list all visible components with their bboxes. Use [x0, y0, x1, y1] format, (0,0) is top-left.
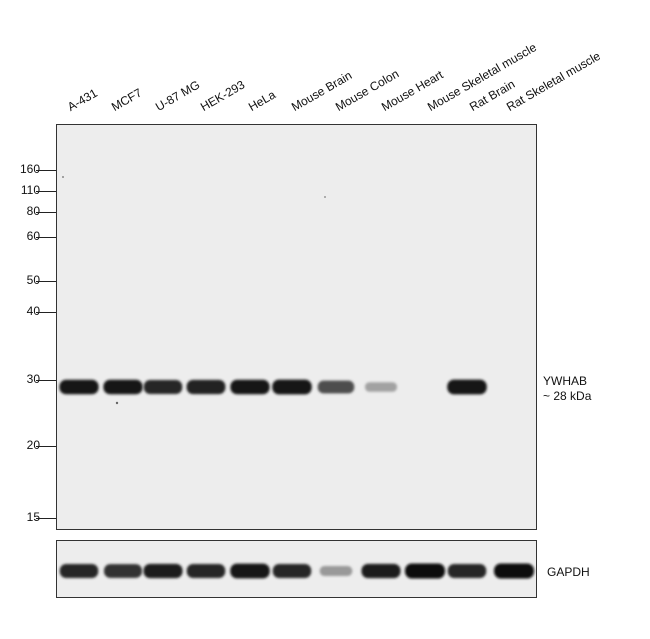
band: [319, 566, 353, 576]
target-name: YWHAB: [543, 374, 588, 388]
mw-label: 40: [26, 304, 40, 318]
mw-label: 110: [20, 183, 40, 197]
band: [59, 564, 99, 578]
mw-label: 30: [26, 372, 40, 386]
band: [104, 564, 142, 578]
main-blot-image: [59, 176, 487, 405]
mw-label: 15: [26, 510, 40, 524]
gapdh-bands: [59, 563, 534, 579]
loading-control-label: GAPDH: [547, 565, 590, 579]
lane-label: U-87 MG: [153, 77, 203, 114]
mw-label: 20: [26, 438, 40, 452]
lane-label: HEK-293: [198, 77, 248, 114]
mw-tick: [36, 170, 56, 171]
mw-tick: [36, 380, 56, 381]
band: [405, 563, 445, 579]
mw-label: 160: [19, 162, 40, 176]
blot-speck: [115, 401, 119, 405]
mw-label: 80: [26, 204, 40, 218]
band: [361, 563, 401, 579]
mw-label: 60: [26, 229, 40, 243]
mw-tick: [36, 212, 56, 213]
gapdh-blot-image: [59, 563, 534, 579]
mw-tick: [36, 518, 56, 519]
band: [143, 380, 183, 394]
main-blot-panel: [56, 124, 537, 530]
band: [272, 379, 312, 395]
band: [186, 564, 226, 578]
band: [447, 564, 487, 578]
gapdh-blot-panel: [56, 540, 537, 598]
lane-label: A-431: [65, 85, 100, 114]
target-label: YWHAB ~ 28 kDa: [543, 374, 591, 404]
lane-label: MCF7: [109, 85, 145, 114]
blot-speck: [324, 196, 326, 198]
band: [230, 379, 270, 395]
target-size: ~ 28 kDa: [543, 389, 592, 403]
blot-speck: [62, 176, 64, 178]
band: [59, 379, 99, 395]
ywhab-bands: [59, 379, 487, 395]
band: [365, 382, 397, 392]
mw-tick: [36, 281, 56, 282]
band: [186, 379, 226, 395]
band: [494, 563, 534, 579]
band: [103, 379, 143, 395]
band: [447, 379, 487, 395]
mw-tick: [36, 446, 56, 447]
mw-label: 50: [26, 273, 40, 287]
band: [272, 564, 312, 578]
mw-tick: [36, 191, 56, 192]
band: [317, 380, 355, 394]
lane-label: HeLa: [246, 87, 278, 114]
band: [143, 563, 183, 579]
band: [230, 563, 270, 579]
mw-tick: [36, 237, 56, 238]
mw-tick: [36, 312, 56, 313]
